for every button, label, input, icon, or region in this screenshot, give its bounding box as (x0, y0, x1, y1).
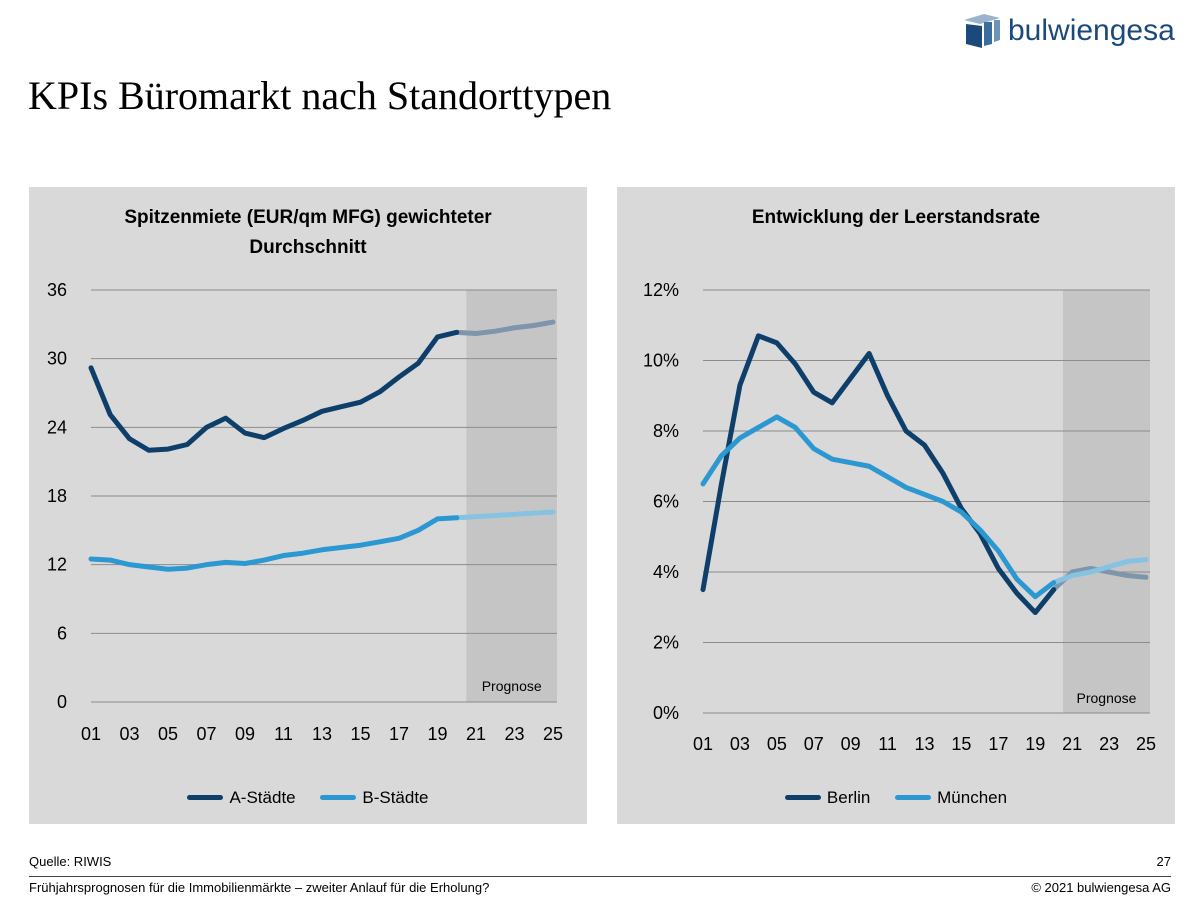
logo-text: bulwiengesa (1008, 14, 1175, 47)
legend-label: B-Städte (362, 787, 429, 807)
x-tick-label: 19 (1025, 734, 1045, 754)
y-tick-label: 8% (653, 421, 679, 441)
x-tick-label: 25 (543, 724, 563, 744)
x-tick-label: 05 (767, 734, 787, 754)
x-tick-label: 07 (196, 724, 216, 744)
y-tick-label: 12% (643, 280, 679, 300)
footer-subtitle: Frühjahrsprognosen für die Immobilienmär… (29, 880, 490, 895)
y-tick-label: 6 (57, 623, 67, 643)
series-line (88, 329, 460, 453)
y-tick-label: 18 (47, 486, 67, 506)
y-tick-label: 0% (653, 703, 679, 723)
chart-legend: Berlin München (617, 785, 1175, 808)
series-line-forecast (454, 319, 556, 336)
copyright: © 2021 bulwiengesa AG (1031, 880, 1171, 895)
x-tick-label: 11 (274, 724, 293, 744)
y-tick-label: 2% (653, 633, 679, 653)
legend-swatch (895, 795, 932, 800)
series-line (700, 333, 1057, 616)
legend-label: A-Städte (229, 787, 296, 807)
bulwiengesa-logo: bulwiengesa (962, 12, 1182, 52)
series-line (700, 414, 1057, 600)
x-tick-label: 21 (466, 724, 486, 744)
legend-label: Berlin (826, 787, 871, 807)
legend-label: München (937, 787, 1008, 807)
x-tick-label: 17 (389, 724, 409, 744)
legend-item-b-staedte: B-Städte (320, 787, 429, 808)
chart-title: Spitzenmiete (EUR/qm MFG) gewichteter Du… (29, 203, 587, 263)
x-tick-label: 23 (1099, 734, 1119, 754)
y-tick-label: 4% (653, 562, 679, 582)
x-tick-label: 15 (951, 734, 971, 754)
series-line-forecast (1051, 557, 1149, 586)
x-tick-label: 01 (81, 724, 101, 744)
logo-icon (964, 14, 1000, 48)
chart-title-line-2: Durchschnitt (249, 237, 367, 258)
page-number: 27 (1156, 854, 1171, 869)
x-tick-label: 15 (350, 724, 370, 744)
chart-title-line-1: Spitzenmiete (EUR/qm MFG) gewichteter (124, 207, 492, 228)
chart-title-line-1: Entwicklung der Leerstandsrate (751, 207, 1041, 228)
chart-panel-spitzenmiete: Spitzenmiete (EUR/qm MFG) gewichteter Du… (29, 187, 587, 824)
x-tick-label: 17 (988, 734, 1008, 754)
forecast-label: Prognose (1077, 690, 1137, 706)
legend-item-muenchen: München (895, 788, 1007, 808)
y-tick-label: 10% (643, 351, 679, 371)
legend-item-berlin: Berlin (784, 787, 871, 808)
series-line (88, 515, 460, 572)
chart-title: Entwicklung der Leerstandsrate (617, 203, 1175, 233)
y-tick-label: 30 (47, 349, 67, 369)
forecast-label: Prognose (482, 678, 542, 694)
x-tick-label: 13 (914, 734, 934, 754)
x-tick-label: 09 (841, 734, 861, 754)
x-tick-label: 21 (1062, 734, 1082, 754)
legend-swatch (187, 795, 224, 800)
source-note: Quelle: RIWIS (29, 854, 112, 869)
page-title: KPIs Büromarkt nach Standorttypen (28, 73, 612, 118)
x-tick-label: 01 (693, 734, 713, 754)
x-tick-label: 11 (878, 734, 897, 754)
x-tick-label: 23 (504, 724, 524, 744)
chart-panel-leerstandsrate: Entwicklung der Leerstandsrate Prognose 0… (617, 187, 1175, 824)
y-tick-label: 36 (47, 280, 67, 300)
chart-plot: Prognose 0% 2% 4% 6% 8% 10% 12% 01 03 05 07 09 11 13 15… (643, 280, 1156, 754)
footer-divider (29, 876, 1171, 877)
y-tick-label: 6% (653, 492, 679, 512)
x-tick-label: 13 (312, 724, 332, 744)
x-tick-label: 09 (235, 724, 255, 744)
y-tick-label: 24 (47, 417, 67, 437)
x-tick-label: 25 (1136, 734, 1156, 754)
legend-item-a-staedte: A-Städte (187, 787, 296, 808)
chart-legend: A-Städte B-Städte (29, 785, 587, 808)
series-line-forecast (454, 509, 556, 521)
x-tick-label: 07 (804, 734, 824, 754)
x-tick-label: 19 (427, 724, 447, 744)
x-tick-label: 05 (158, 724, 178, 744)
y-tick-label: 0 (57, 692, 67, 712)
legend-swatch (320, 795, 357, 800)
x-tick-label: 03 (119, 724, 139, 744)
x-tick-label: 03 (730, 734, 750, 754)
y-tick-label: 12 (47, 555, 67, 575)
legend-swatch (784, 795, 821, 800)
chart-plot: Prognose 0 6 12 18 24 30 36 01 03 05 07 09 11 13 15 17 19… (47, 280, 563, 744)
